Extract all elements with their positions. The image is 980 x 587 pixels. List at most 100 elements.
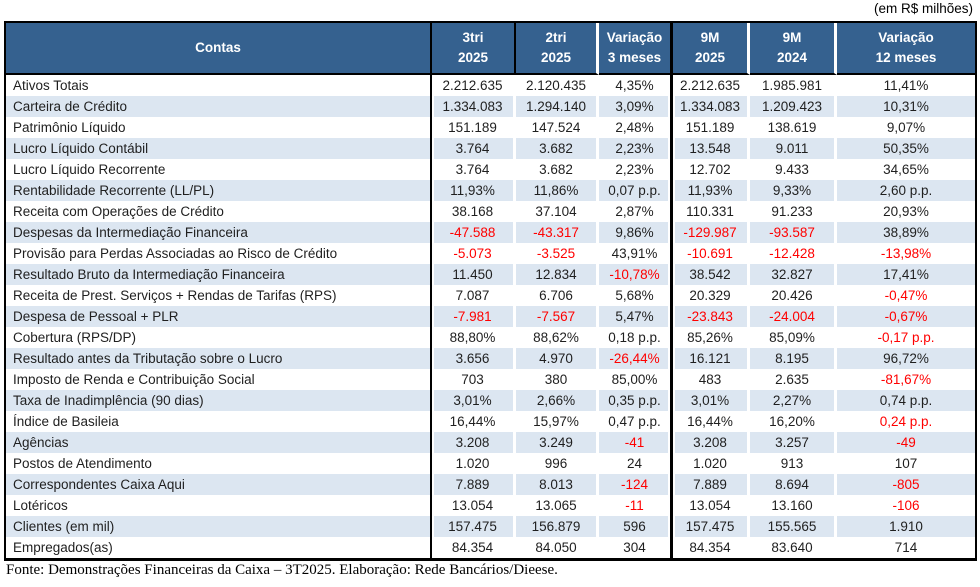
value-cell: 12.702 — [673, 159, 750, 180]
value-cell: 7.889 — [673, 474, 750, 495]
value-cell: 0,18 p.p. — [599, 327, 673, 348]
value-cell: -24.004 — [750, 306, 837, 327]
value-cell: 483 — [673, 369, 750, 390]
value-cell: 3.682 — [516, 138, 599, 159]
value-cell: 96,72% — [837, 348, 975, 369]
value-cell: 9,07% — [886, 120, 926, 135]
value-cell: -5.073 — [432, 243, 516, 264]
value-cell: 10,31% — [837, 96, 975, 117]
value-cell: 1.209.423 — [750, 96, 837, 117]
row-label: Receita com Operações de Crédito — [6, 201, 432, 222]
value-cell: 20.426 — [750, 285, 837, 306]
value-cell: 50,35% — [837, 138, 975, 159]
table-row: Empregados(as) 84.354 84.050 304 84.354 83.64… — [6, 537, 975, 558]
value-cell: -26,44% — [599, 348, 673, 369]
row-label: Carteira de Crédito — [6, 96, 432, 117]
value-cell: -0,17 p.p. — [877, 330, 935, 345]
value-cell: -10,78% — [599, 264, 673, 285]
value-cell: 8.013 — [516, 474, 599, 495]
value-cell: 13.065 — [516, 495, 599, 516]
value-cell: 703 — [432, 369, 516, 390]
row-label: Clientes (em mil) — [6, 516, 432, 537]
value-cell: 7.087 — [432, 285, 516, 306]
value-cell: 16,20% — [750, 411, 837, 432]
value-cell: 91.233 — [750, 201, 837, 222]
value-cell: 32.827 — [750, 264, 837, 285]
table-row: Agências 3.208 3.249 -41 3.208 3.257 -49 — [6, 432, 975, 453]
value-cell: 16.121 — [673, 348, 750, 369]
value-cell: 84.354 — [432, 537, 516, 558]
value-cell: 4.970 — [516, 348, 599, 369]
value-cell: 6.706 — [516, 285, 599, 306]
table-row: Patrimônio Líquido 151.189 147.524 2,48% 151… — [6, 117, 975, 138]
table-row: Índice de Basileia 16,44% 15,97% 0,47 p.p. 1… — [6, 411, 975, 432]
table-row: Provisão para Perdas Associadas ao Risco… — [6, 243, 975, 264]
value-cell: 1.294.140 — [516, 96, 599, 117]
value-cell: -0,47% — [884, 288, 928, 303]
value-cell: 0,35 p.p. — [599, 390, 673, 411]
table-row: Receita com Operações de Crédito 38.168 37… — [6, 201, 975, 222]
row-label: Agências — [6, 432, 432, 453]
value-cell: 0,74 p.p. — [837, 390, 975, 411]
value-cell: 13.548 — [673, 138, 750, 159]
value-cell: 2,23% — [599, 159, 673, 180]
value-cell: 11,93% — [432, 180, 516, 201]
row-label: Cobertura (RPS/DP) — [6, 327, 432, 348]
table-row: Despesas da Intermediação Financeira -47.… — [6, 222, 975, 243]
value-cell: 2.212.635 — [432, 75, 516, 96]
table-row: Resultado Bruto da Intermediação Finance… — [6, 264, 975, 285]
value-cell: 151.189 — [432, 117, 516, 138]
value-cell: -3.525 — [516, 243, 599, 264]
value-cell: -7.567 — [516, 306, 599, 327]
value-cell: 156.879 — [516, 516, 599, 537]
value-cell: -106 — [892, 498, 920, 513]
row-label: Índice de Basileia — [6, 411, 432, 432]
value-cell: 596 — [599, 516, 673, 537]
column-header-9m-2024: 9M 2024 — [750, 23, 837, 75]
value-cell: 11.450 — [432, 264, 516, 285]
value-cell: 138.619 — [750, 117, 837, 138]
value-cell: 3.208 — [673, 432, 750, 453]
row-label: Receita de Prest. Serviços + Rendas de T… — [6, 285, 432, 306]
value-cell: 2,66% — [516, 390, 599, 411]
table-row: Rentabilidade Recorrente (LL/PL) 11,93% 11… — [6, 180, 975, 201]
value-cell: 2,23% — [599, 138, 673, 159]
table-row: Receita de Prest. Serviços + Rendas de T… — [6, 285, 975, 306]
value-cell: 11,93% — [673, 180, 750, 201]
value-cell: 8.195 — [750, 348, 837, 369]
value-cell: 107 — [894, 456, 918, 471]
column-header-tri3-2025: 3tri 2025 — [432, 23, 516, 75]
value-cell: -93.587 — [750, 222, 837, 243]
value-cell: -23.843 — [673, 306, 750, 327]
value-cell: 155.565 — [750, 516, 837, 537]
value-cell: -11 — [599, 495, 673, 516]
value-cell: 110.331 — [673, 201, 750, 222]
value-cell: 2,27% — [750, 390, 837, 411]
value-cell: 20.329 — [673, 285, 750, 306]
value-cell: 15,97% — [516, 411, 599, 432]
value-cell: 3,01% — [673, 390, 750, 411]
value-cell: 3.682 — [516, 159, 599, 180]
value-cell: 88,62% — [516, 327, 599, 348]
value-cell: 38.542 — [673, 264, 750, 285]
value-cell: 157.475 — [673, 516, 750, 537]
value-cell: 714 — [894, 540, 918, 555]
value-cell: 84.050 — [516, 537, 599, 558]
value-cell: 38,89% — [837, 222, 975, 243]
value-cell: -7.981 — [432, 306, 516, 327]
value-cell: 16,44% — [432, 411, 516, 432]
value-cell: 1.910 — [837, 516, 975, 537]
value-cell: 1.020 — [673, 453, 750, 474]
value-cell: 13.054 — [673, 495, 750, 516]
value-cell: 913 — [750, 453, 837, 474]
table-header: Contas 3tri 2025 2tri 2025 Variação 3 meses… — [6, 23, 975, 75]
row-label: Despesas da Intermediação Financeira — [6, 222, 432, 243]
column-header-variacao-12-meses: Variação 12 meses — [837, 23, 975, 75]
row-label: Taxa de Inadimplência (90 dias) — [6, 390, 432, 411]
row-label: Postos de Atendimento — [6, 453, 432, 474]
source-note: Fonte: Demonstrações Financeiras da Caix… — [6, 562, 558, 578]
table-row: Cobertura (RPS/DP) 88,80% 88,62% 0,18 p.p. 8… — [6, 327, 975, 348]
value-cell: 2,48% — [599, 117, 673, 138]
financial-results-table: Contas 3tri 2025 2tri 2025 Variação 3 meses… — [4, 21, 977, 561]
value-cell: 85,26% — [673, 327, 750, 348]
